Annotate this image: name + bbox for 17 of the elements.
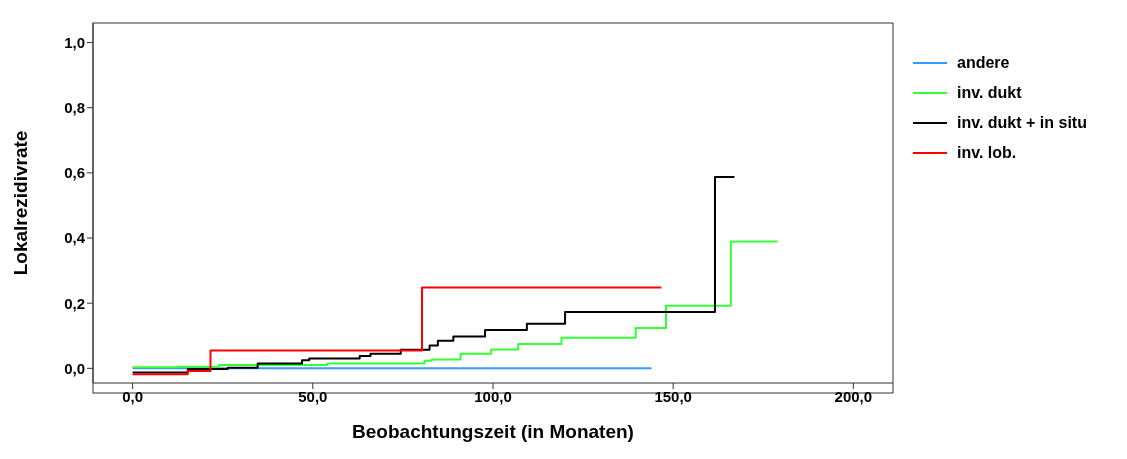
x-tick-label: 200,0 <box>834 387 873 405</box>
x-axis-title: Beobachtungszeit (in Monaten) <box>352 421 634 442</box>
x-tick-label: 150,0 <box>654 387 692 405</box>
y-tick-label: 0,8 <box>64 99 85 117</box>
legend-label: inv. dukt + in situ <box>957 114 1087 132</box>
legend-label: inv. lob. <box>957 144 1017 162</box>
y-tick-label: 1,0 <box>64 33 85 51</box>
y-tick-label: 0,2 <box>64 294 85 312</box>
x-tick-label: 100,0 <box>474 387 512 405</box>
y-tick-label: 0,4 <box>64 229 86 247</box>
legend-label: inv. dukt <box>957 84 1022 102</box>
x-tick-label: 50,0 <box>298 387 328 405</box>
y-tick-label: 0,0 <box>64 359 85 377</box>
x-tick-label: 0,0 <box>122 387 144 405</box>
legend-label: andere <box>957 54 1010 72</box>
y-axis-title: Lokalrezidivrate <box>9 130 31 276</box>
y-tick-label: 0,6 <box>64 164 85 182</box>
